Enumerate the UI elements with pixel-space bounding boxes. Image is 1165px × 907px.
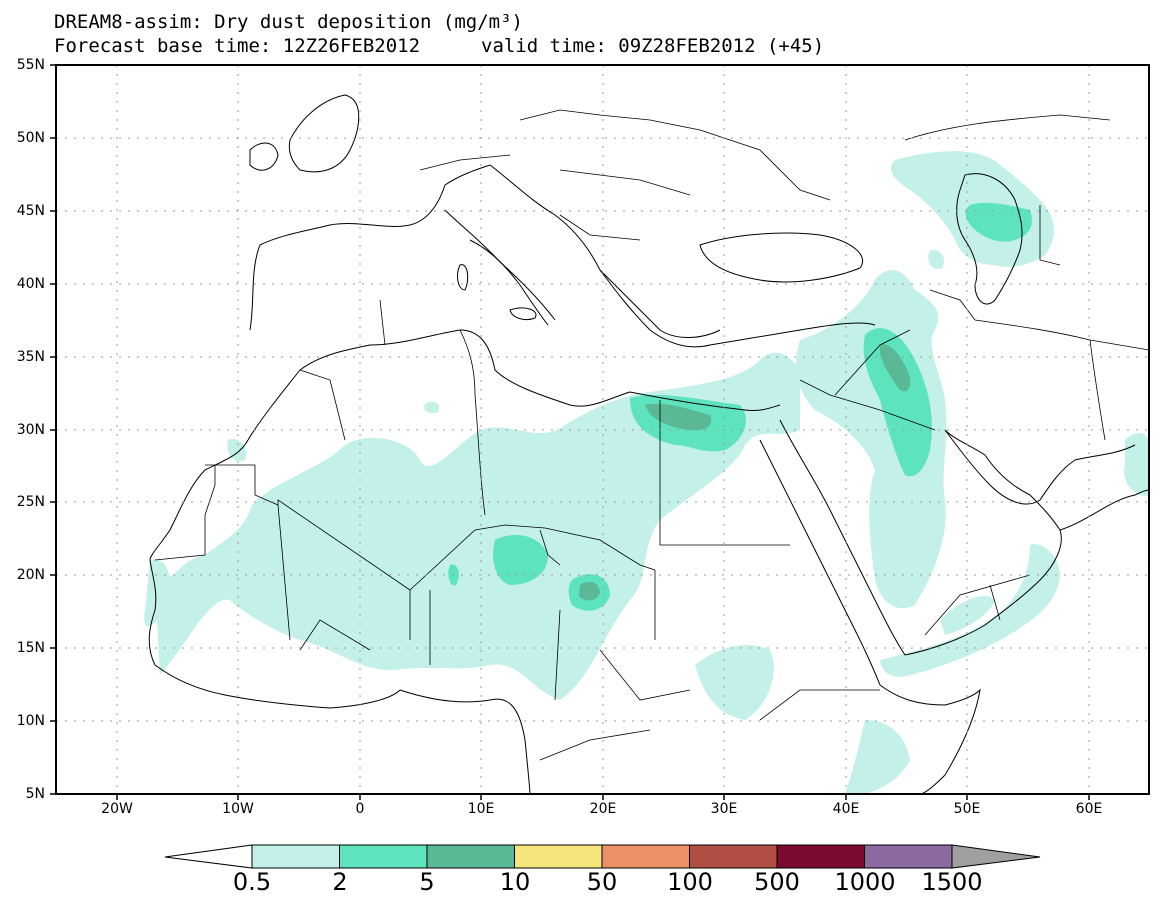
colorbar-box	[864, 844, 953, 869]
lat-label-15n: 15N	[16, 640, 45, 656]
lon-label-0: 0	[355, 801, 365, 817]
tick-marks	[50, 64, 1090, 800]
colorbar-label: 50	[586, 868, 618, 896]
colorbar-label: 500	[754, 868, 800, 896]
borders	[154, 109, 1149, 761]
lat-label-55n: 55N	[16, 57, 45, 73]
lat-label-25n: 25N	[16, 494, 45, 510]
lon-label-30e: 30E	[710, 801, 738, 817]
coastlines	[148, 94, 1149, 794]
lon-label-50e: 50E	[953, 801, 981, 817]
forecast-time-line: Forecast base time: 12Z26FEB2012 valid ti…	[54, 35, 824, 57]
colorbar-label: 1500	[921, 868, 983, 896]
valid-time: valid time: 09Z28FEB2012 (+45)	[481, 35, 825, 57]
colorbar-over-arrow	[951, 844, 1041, 869]
colorbar-box	[426, 844, 515, 869]
lat-label-30n: 30N	[16, 422, 45, 438]
lat-label-50n: 50N	[16, 130, 45, 146]
colorbar-box	[514, 844, 603, 869]
colorbar-box	[251, 844, 340, 869]
lat-label-45n: 45N	[16, 203, 45, 219]
colorbar-label: 1000	[834, 868, 896, 896]
forecast-base-time: Forecast base time: 12Z26FEB2012	[54, 35, 421, 57]
lon-label-60e: 60E	[1075, 801, 1103, 817]
lon-label-20e: 20E	[589, 801, 617, 817]
map-title: DREAM8-assim: Dry dust deposition (mg/m³…	[54, 11, 523, 33]
lat-label-35n: 35N	[16, 349, 45, 365]
colorbar	[164, 844, 1041, 869]
lon-label-40e: 40E	[832, 801, 860, 817]
lon-label-10w: 10W	[222, 801, 254, 817]
lat-label-10n: 10N	[16, 713, 45, 729]
lon-label-10e: 10E	[467, 801, 495, 817]
colorbar-label: 0.5	[232, 868, 272, 896]
lon-label-20w: 20W	[101, 801, 133, 817]
dust-light-areas	[144, 151, 1149, 794]
colorbar-box	[601, 844, 690, 869]
colorbar-box	[689, 844, 778, 869]
dust-dark-areas	[579, 344, 911, 601]
colorbar-label: 5	[419, 868, 435, 896]
colorbar-label: 2	[332, 868, 348, 896]
dust-fields	[144, 151, 1149, 794]
colorbar-under-arrow	[164, 844, 253, 869]
lat-label-5n: 5N	[25, 786, 45, 802]
colorbar-box	[339, 844, 428, 869]
lat-label-40n: 40N	[16, 276, 45, 292]
colorbar-boxes	[251, 844, 953, 869]
colorbar-box	[776, 844, 865, 869]
colorbar-label: 10	[499, 868, 531, 896]
graticule	[56, 65, 1149, 794]
lat-label-20n: 20N	[16, 567, 45, 583]
colorbar-label: 100	[667, 868, 713, 896]
